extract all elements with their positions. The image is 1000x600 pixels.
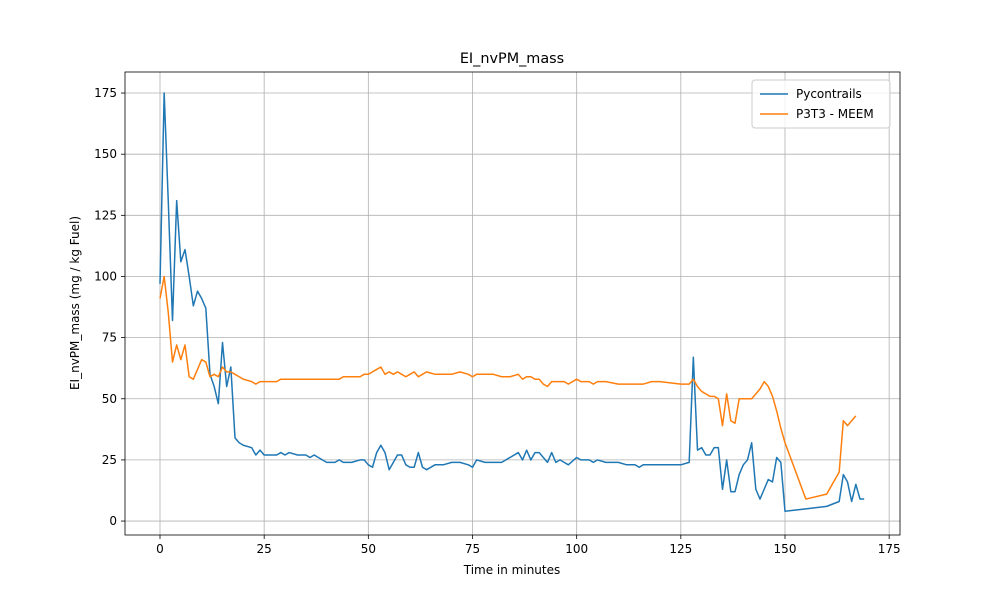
- y-tick-label: 150: [94, 147, 117, 161]
- y-tick-label: 0: [109, 514, 117, 528]
- series-line: [159, 92, 865, 513]
- axes-frame: [124, 71, 901, 536]
- x-tick-label: 25: [257, 542, 272, 556]
- grid: [125, 72, 900, 535]
- x-tick-label: 75: [465, 542, 480, 556]
- series-line: [159, 275, 857, 500]
- y-tick-label: 125: [94, 208, 117, 222]
- x-tick-label: 0: [156, 542, 164, 556]
- legend: Pycontrails P3T3 - MEEM: [751, 79, 891, 129]
- legend-label: Pycontrails: [796, 87, 862, 101]
- x-tick-label: 150: [774, 542, 797, 556]
- y-tick-label: 75: [102, 331, 117, 345]
- legend-box: [751, 79, 891, 129]
- y-tick-label: 175: [94, 86, 117, 100]
- x-axis-label: Time in minutes: [463, 563, 561, 577]
- y-tick-label: 25: [102, 453, 117, 467]
- axes: 0 25 50 75 100 125 150 175 0 25 50 75 100 125 150 175: [94, 86, 901, 556]
- x-tick-label: 125: [669, 542, 692, 556]
- y-tick-label: 100: [94, 269, 117, 283]
- plot-area: [159, 92, 865, 513]
- legend-label: P3T3 - MEEM: [796, 107, 874, 121]
- x-tick-label: 175: [878, 542, 901, 556]
- x-tick-label: 100: [565, 542, 588, 556]
- x-tick-label: 50: [361, 542, 376, 556]
- y-tick-label: 50: [102, 392, 117, 406]
- y-axis-label: EI_nvPM_mass (mg / kg Fuel): [68, 216, 82, 390]
- chart-title: EI_nvPM_mass: [460, 51, 564, 67]
